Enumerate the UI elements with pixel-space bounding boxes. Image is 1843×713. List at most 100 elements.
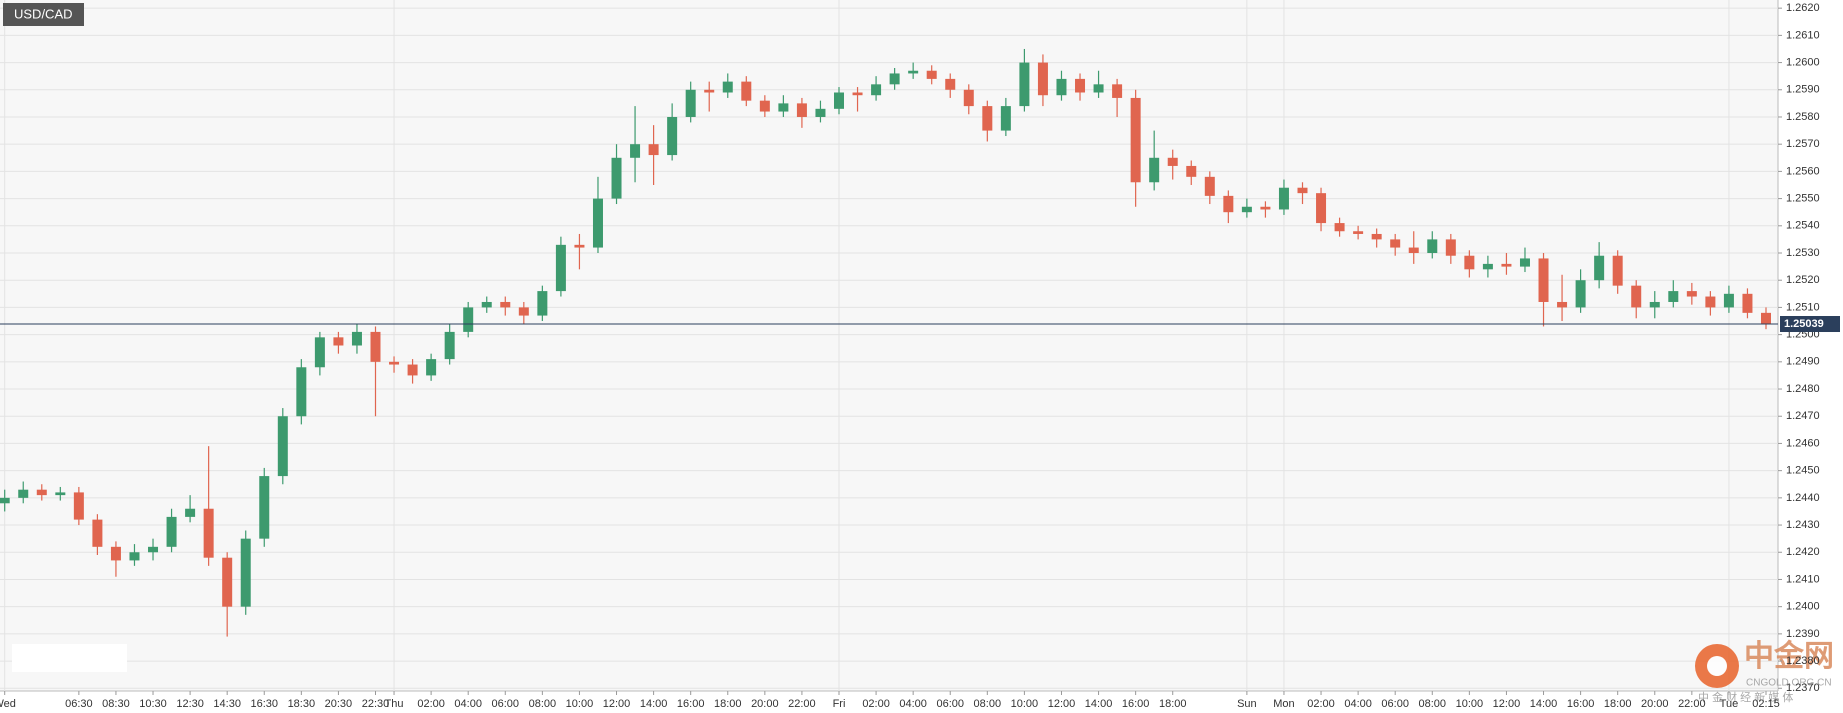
- plot-background: [0, 0, 1778, 691]
- candle-body: [574, 244, 585, 248]
- candle-body: [1761, 312, 1771, 324]
- candle-body: [630, 144, 641, 158]
- candle-body: [1353, 231, 1364, 234]
- candle-body: [834, 92, 844, 109]
- candle-body: [1519, 258, 1530, 267]
- candle-body: [1668, 291, 1679, 302]
- candle-body: [333, 337, 344, 346]
- x-tick-label: 04:00: [454, 698, 482, 710]
- candle-body: [1408, 247, 1419, 254]
- symbol-badge: [3, 3, 84, 26]
- candle-body: [1594, 255, 1605, 281]
- x-tick-label: 14:30: [213, 698, 241, 710]
- x-tick-label: Sun: [1237, 698, 1257, 710]
- candle-body: [796, 103, 807, 117]
- candle-body: [852, 92, 863, 96]
- candle-body: [110, 546, 121, 561]
- candle-body: [1278, 187, 1289, 210]
- candle-body: [908, 70, 919, 74]
- current-price-tag: [1780, 316, 1840, 333]
- candle-body: [1000, 106, 1011, 131]
- candle-body: [667, 116, 678, 156]
- y-tick-label: 1.2570: [1786, 138, 1820, 150]
- candle-body: [945, 78, 956, 90]
- candle-body: [1019, 62, 1030, 107]
- candle-body: [1297, 187, 1308, 194]
- x-tick-label: 22:00: [1678, 698, 1706, 710]
- candle-body: [1204, 176, 1215, 196]
- candle-body: [1371, 233, 1382, 240]
- candle-body: [555, 244, 566, 292]
- candle-body: [648, 144, 659, 156]
- candle-body: [277, 416, 288, 477]
- candle-body: [1427, 239, 1438, 254]
- x-tick-label: 20:00: [751, 698, 779, 710]
- candle-body: [500, 301, 511, 308]
- candle-body: [778, 103, 789, 112]
- x-tick-label: Wed: [0, 698, 16, 710]
- x-tick-label: 22:30: [362, 698, 390, 710]
- y-tick-label: 1.2400: [1786, 601, 1820, 613]
- y-tick-label: 1.2460: [1786, 437, 1820, 449]
- x-tick-label: 06:00: [1381, 698, 1409, 710]
- candle-body: [55, 492, 66, 496]
- candle-body: [1260, 206, 1271, 210]
- blank-box: [12, 644, 127, 672]
- candle-body: [1445, 239, 1456, 256]
- candle-body: [722, 81, 733, 93]
- candle-body: [203, 508, 214, 558]
- x-tick-label: 16:30: [250, 698, 278, 710]
- candle-body: [1316, 193, 1327, 224]
- candle-body: [1334, 223, 1345, 232]
- y-tick-label: 1.2420: [1786, 546, 1820, 558]
- x-tick-label: 16:00: [1122, 698, 1150, 710]
- x-tick-label: 22:00: [788, 698, 816, 710]
- x-tick-label: 02:00: [862, 698, 890, 710]
- y-tick-label: 1.2600: [1786, 56, 1820, 68]
- candle-body: [1186, 165, 1197, 177]
- x-tick-label: 14:00: [1530, 698, 1558, 710]
- x-tick-label: 02:00: [417, 698, 445, 710]
- x-tick-label: 18:00: [714, 698, 742, 710]
- watermark-slogan: 中 金 财 经 新 媒 体: [1698, 690, 1793, 704]
- x-tick-label: Fri: [833, 698, 846, 710]
- candle-body: [444, 331, 455, 360]
- candle-body: [1686, 291, 1697, 297]
- y-tick-label: 1.2370: [1786, 682, 1820, 694]
- candle-body: [222, 557, 233, 607]
- candle-body: [240, 538, 251, 607]
- candle-body: [592, 198, 603, 248]
- x-tick-label: 20:00: [1641, 698, 1669, 710]
- candle-body: [518, 307, 529, 316]
- candle-body: [314, 337, 325, 368]
- candle-body: [704, 89, 715, 93]
- candle-body: [259, 476, 270, 539]
- x-tick-label: 08:00: [974, 698, 1002, 710]
- candle-body: [685, 89, 696, 117]
- candle-body: [1612, 255, 1623, 286]
- candle-body: [741, 81, 752, 101]
- x-tick-label: 18:00: [1604, 698, 1632, 710]
- x-tick-label: 12:00: [1493, 698, 1521, 710]
- candle-body: [537, 291, 548, 316]
- y-tick-label: 1.2490: [1786, 356, 1820, 368]
- x-tick-label: 14:00: [640, 698, 668, 710]
- y-tick-label: 1.2520: [1786, 274, 1820, 286]
- candle-body: [370, 331, 381, 362]
- candle-body: [351, 331, 362, 346]
- candle-body: [18, 489, 29, 498]
- candle-body: [166, 516, 177, 547]
- candle-body: [1649, 301, 1660, 308]
- candle-body: [1482, 263, 1493, 270]
- y-tick-label: 1.2440: [1786, 492, 1820, 504]
- x-tick-label: 18:30: [288, 698, 316, 710]
- y-tick-label: 1.2380: [1786, 655, 1820, 667]
- candle-body: [1056, 78, 1067, 96]
- watermark-domain: CNGOLD.ORG.CN: [1746, 678, 1832, 689]
- x-tick-label: 12:00: [1048, 698, 1076, 710]
- x-tick-label: Tue: [1720, 698, 1739, 710]
- candle-body: [0, 497, 10, 504]
- candle-body: [481, 301, 492, 308]
